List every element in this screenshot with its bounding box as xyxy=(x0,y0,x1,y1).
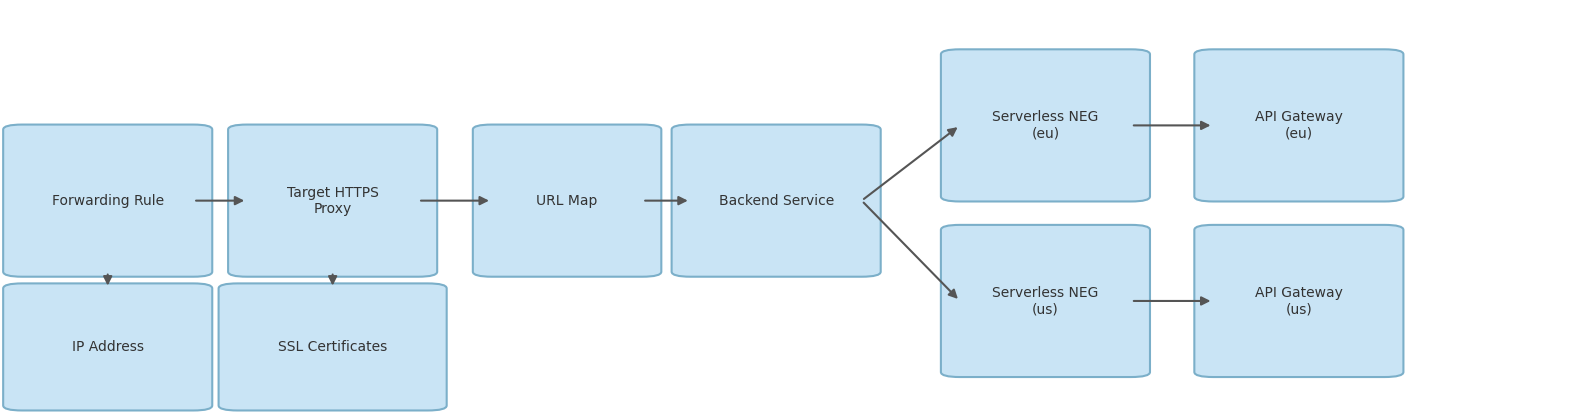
FancyBboxPatch shape xyxy=(472,125,662,277)
Text: IP Address: IP Address xyxy=(71,340,144,354)
FancyBboxPatch shape xyxy=(941,49,1150,201)
FancyBboxPatch shape xyxy=(1194,225,1403,377)
FancyBboxPatch shape xyxy=(941,225,1150,377)
Text: API Gateway
(us): API Gateway (us) xyxy=(1255,286,1343,316)
Text: API Gateway
(eu): API Gateway (eu) xyxy=(1255,110,1343,140)
Text: Target HTTPS
Proxy: Target HTTPS Proxy xyxy=(287,186,379,216)
FancyBboxPatch shape xyxy=(228,125,437,277)
Text: SSL Certificates: SSL Certificates xyxy=(279,340,386,354)
Text: URL Map: URL Map xyxy=(537,194,597,208)
FancyBboxPatch shape xyxy=(672,125,881,277)
Text: Serverless NEG
(us): Serverless NEG (us) xyxy=(992,286,1099,316)
FancyBboxPatch shape xyxy=(3,125,212,277)
FancyBboxPatch shape xyxy=(1194,49,1403,201)
Text: Serverless NEG
(eu): Serverless NEG (eu) xyxy=(992,110,1099,140)
Text: Backend Service: Backend Service xyxy=(719,194,833,208)
FancyBboxPatch shape xyxy=(219,283,447,410)
FancyBboxPatch shape xyxy=(3,283,212,410)
Text: Forwarding Rule: Forwarding Rule xyxy=(52,194,163,208)
